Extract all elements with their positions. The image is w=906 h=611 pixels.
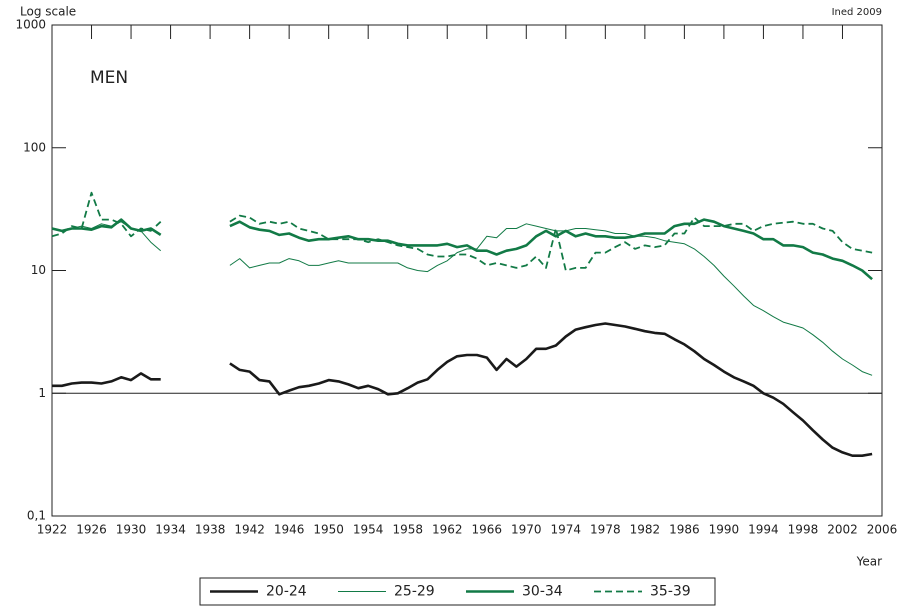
x-tick-label: 1950 — [313, 523, 344, 537]
y-tick-label: 1000 — [15, 18, 46, 32]
x-tick-label: 1938 — [195, 523, 226, 537]
x-tick-label: 1982 — [630, 523, 661, 537]
x-tick-label: 1926 — [76, 523, 107, 537]
legend-box — [199, 577, 716, 606]
x-tick-label: 1970 — [511, 523, 542, 537]
x-tick-label: 1978 — [590, 523, 621, 537]
y-tick-label: 100 — [23, 140, 46, 154]
y-axis-label: Log scale — [20, 5, 76, 19]
series-line — [51, 191, 873, 272]
y-tick-label: 1 — [38, 386, 46, 400]
legend-label: 35-39 — [650, 584, 691, 600]
y-tick-label: 10 — [31, 263, 46, 277]
annotation: MEN — [90, 68, 128, 88]
x-tick-label: 1962 — [432, 523, 463, 537]
legend-label: 20-24 — [266, 584, 307, 600]
x-tick-label: 1930 — [116, 523, 147, 537]
legend-label: 25-29 — [394, 584, 435, 600]
x-tick-label: 1958 — [392, 523, 423, 537]
series-line — [51, 221, 873, 376]
y-tick-label: 0,1 — [27, 509, 46, 523]
x-tick-label: 1974 — [551, 523, 582, 537]
x-tick-label: 1986 — [669, 523, 700, 537]
legend-label: 30-34 — [522, 584, 563, 600]
series-line — [52, 322, 873, 457]
x-tick-label: 2002 — [827, 523, 858, 537]
x-tick-label: 1954 — [353, 523, 384, 537]
x-tick-label: 1942 — [234, 523, 265, 537]
x-tick-label: 1966 — [471, 523, 502, 537]
x-tick-label: 1998 — [788, 523, 819, 537]
x-tick-label: 1994 — [748, 523, 779, 537]
x-tick-label: 1946 — [274, 523, 305, 537]
x-tick-label: 1934 — [155, 523, 186, 537]
x-tick-label: 1922 — [37, 523, 68, 537]
plot-frame — [51, 24, 883, 517]
series-line — [51, 218, 873, 281]
x-tick-label: 2006 — [867, 523, 898, 537]
x-axis-label: Year — [856, 555, 882, 569]
x-tick-label: 1990 — [709, 523, 740, 537]
source: Ined 2009 — [832, 7, 882, 18]
